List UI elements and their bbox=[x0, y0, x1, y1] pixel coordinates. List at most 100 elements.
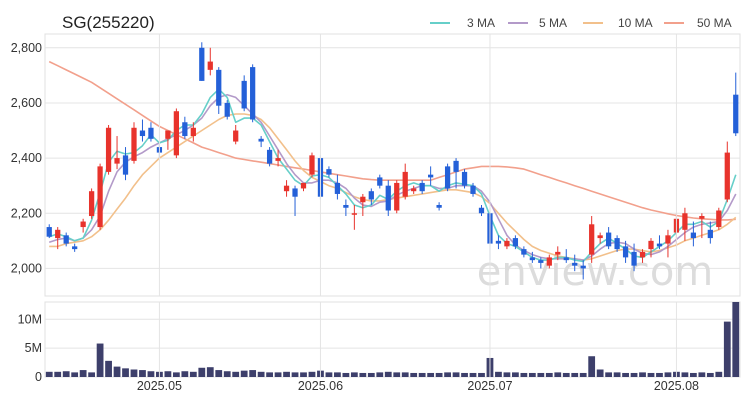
candle-body bbox=[105, 127, 112, 172]
candle-body bbox=[724, 152, 730, 200]
candle-body bbox=[46, 227, 52, 237]
candle-body bbox=[394, 182, 400, 211]
volume-bar bbox=[537, 372, 545, 377]
volume-bar bbox=[139, 370, 146, 377]
candle-body bbox=[292, 188, 298, 197]
candle-body bbox=[648, 240, 654, 250]
candle-body bbox=[368, 191, 374, 200]
x-tick-label: 2025.07 bbox=[467, 379, 512, 393]
volume-bar bbox=[376, 372, 384, 377]
candle-body bbox=[538, 260, 544, 263]
volume-bar bbox=[630, 372, 638, 377]
volume-bar bbox=[367, 372, 375, 377]
candle-body bbox=[97, 166, 103, 228]
candle-body bbox=[411, 188, 417, 192]
candle-body bbox=[495, 240, 502, 244]
volume-bar bbox=[164, 371, 172, 377]
volume-bar bbox=[435, 372, 443, 377]
candle-body bbox=[360, 196, 366, 203]
candle-body bbox=[428, 174, 434, 178]
candle-body bbox=[665, 235, 671, 244]
candle-body bbox=[207, 61, 213, 70]
volume-bar bbox=[334, 372, 341, 377]
volume-bar bbox=[622, 372, 629, 377]
volume-bar bbox=[240, 370, 248, 377]
volume-bar bbox=[656, 372, 663, 377]
candle-body bbox=[72, 246, 78, 250]
candle-body bbox=[199, 47, 205, 81]
x-axis: 2025.05 2025.06 2025.07 2025.08 bbox=[137, 34, 699, 393]
volume-bar bbox=[596, 369, 604, 377]
volume-bar bbox=[300, 372, 307, 377]
candle-body bbox=[563, 257, 569, 261]
volume-bar bbox=[461, 372, 468, 377]
candle-body bbox=[682, 213, 688, 230]
candle-body bbox=[580, 265, 586, 269]
volume-tick-label: 0 bbox=[35, 370, 42, 384]
candle-body bbox=[80, 221, 86, 228]
legend-label-ma3: 3 MA bbox=[467, 16, 495, 30]
candle-body bbox=[436, 204, 442, 208]
volume-bar bbox=[605, 372, 613, 377]
volume-bar bbox=[588, 356, 596, 377]
candle-body bbox=[529, 257, 535, 261]
volume-bar bbox=[232, 371, 240, 377]
candle-body bbox=[216, 69, 222, 106]
volume-bar bbox=[571, 372, 579, 377]
volume-bar bbox=[613, 372, 621, 377]
volume-bar bbox=[130, 369, 138, 377]
volume-bar bbox=[249, 370, 257, 377]
volume-bar bbox=[291, 372, 299, 377]
volume-bar bbox=[478, 372, 485, 377]
watermark: enview.com bbox=[477, 249, 714, 295]
volume-bar bbox=[96, 343, 104, 377]
price-tick-label: 2,600 bbox=[11, 96, 42, 110]
price-panel: 2,000 2,200 2,400 2,600 2,800 enview.com bbox=[11, 33, 741, 297]
candle-body bbox=[470, 185, 476, 194]
volume-panel: 0 5M 10M bbox=[18, 301, 741, 384]
volume-bar bbox=[45, 371, 53, 377]
volume-bar bbox=[105, 360, 112, 377]
candle-body bbox=[385, 185, 391, 211]
volume-bar bbox=[681, 372, 689, 377]
candle-body bbox=[148, 127, 154, 139]
candle-body bbox=[122, 155, 129, 175]
volume-bar bbox=[639, 372, 646, 377]
volume-bar bbox=[257, 371, 265, 377]
candle-body bbox=[512, 238, 519, 247]
volume-bar bbox=[223, 371, 231, 377]
candle-body bbox=[597, 235, 603, 239]
candle-body bbox=[173, 111, 179, 156]
volume-bar bbox=[495, 371, 502, 377]
candle-body bbox=[546, 257, 552, 266]
candle-body bbox=[283, 185, 290, 192]
volume-bar bbox=[122, 368, 129, 377]
candle-body bbox=[478, 207, 485, 214]
volume-bar bbox=[512, 372, 519, 377]
volume-bar bbox=[325, 372, 333, 377]
volume-bar bbox=[664, 372, 672, 377]
candle-body bbox=[334, 182, 341, 194]
volume-bar bbox=[62, 371, 70, 377]
candle-body bbox=[258, 138, 264, 142]
volume-bar bbox=[427, 372, 435, 377]
candle-body bbox=[699, 216, 705, 219]
candle-body bbox=[690, 232, 697, 239]
volume-bar bbox=[410, 372, 418, 377]
price-tick-label: 2,800 bbox=[11, 41, 42, 55]
candle-body bbox=[300, 182, 307, 189]
legend-label-ma10: 10 MA bbox=[618, 16, 653, 30]
candle-body bbox=[165, 130, 171, 139]
candle-body bbox=[622, 246, 629, 258]
candle-body bbox=[631, 251, 637, 266]
candle-body bbox=[419, 182, 425, 192]
volume-bar bbox=[342, 372, 350, 377]
candle-body bbox=[461, 171, 468, 186]
ma50-line bbox=[48, 60, 736, 221]
ma3-line bbox=[48, 88, 737, 263]
candle-body bbox=[521, 249, 527, 255]
candle-body bbox=[266, 149, 273, 164]
x-tick-label: 2025.06 bbox=[298, 379, 343, 393]
volume-bar bbox=[172, 372, 180, 377]
